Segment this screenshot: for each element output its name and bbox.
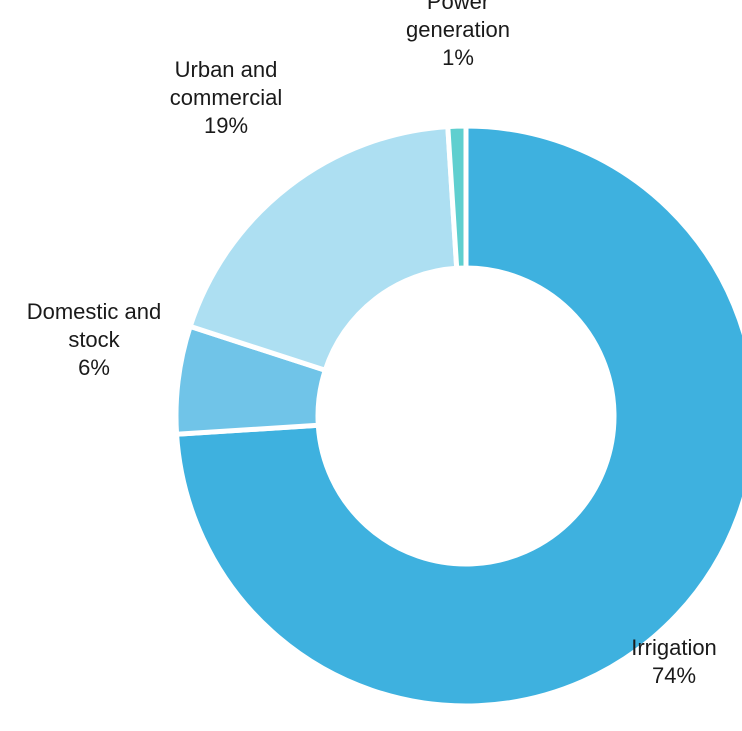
- slice-label-domestic-and-stock: Domestic and stock 6%: [27, 299, 162, 380]
- slice-value-label: 19%: [204, 113, 248, 138]
- slice-urban-and-commercial: [187, 123, 460, 374]
- slice-value-label: 1%: [442, 45, 474, 70]
- slice-name-line: generation: [406, 17, 510, 42]
- slice-name-line: Power: [427, 0, 489, 14]
- slice-label-irrigation: Irrigation 74%: [631, 635, 717, 688]
- slice-name-line: commercial: [170, 85, 282, 110]
- slice-labels: Irrigation 74% Domestic and stock 6% Urban an…: [27, 0, 717, 688]
- slice-label-urban-and-commercial: Urban and commercial 19%: [170, 57, 282, 138]
- slice-value-label: 6%: [78, 355, 110, 380]
- slice-value-label: 74%: [652, 663, 696, 688]
- slice-name-line: stock: [68, 327, 120, 352]
- slice-power-generation: [445, 123, 469, 271]
- slice-name-line: Irrigation: [631, 635, 717, 660]
- donut-slices: [173, 123, 742, 709]
- slice-label-power-generation: Power generation 1%: [406, 0, 510, 70]
- slice-irrigation: [173, 123, 742, 709]
- slice-name-line: Urban and: [175, 57, 278, 82]
- slice-name-line: Domestic and: [27, 299, 162, 324]
